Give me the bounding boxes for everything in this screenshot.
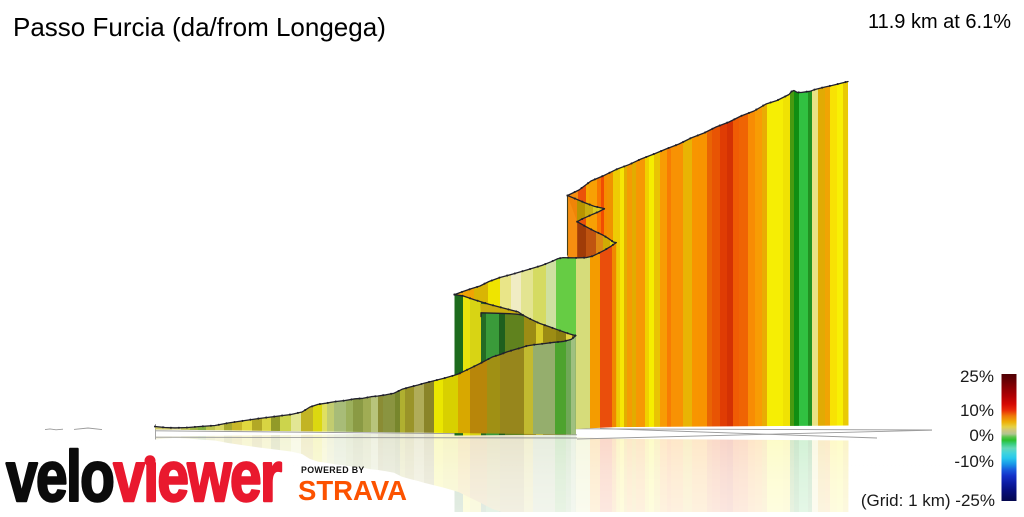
svg-text:10%: 10% <box>960 401 994 420</box>
svg-text:STRAVA: STRAVA <box>298 475 407 506</box>
svg-text:11.9 km at 6.1%: 11.9 km at 6.1% <box>868 11 1011 33</box>
svg-text:POWERED BY: POWERED BY <box>301 465 365 475</box>
svg-text:0%: 0% <box>969 426 994 445</box>
svg-text:velovıewer: velovıewer <box>6 437 282 512</box>
svg-text:Passo Furcia (da/from Longega): Passo Furcia (da/from Longega) <box>13 12 386 42</box>
svg-text:(Grid: 1 km) -25%: (Grid: 1 km) -25% <box>861 491 995 510</box>
svg-text:25%: 25% <box>960 367 994 386</box>
svg-text:-10%: -10% <box>954 452 994 471</box>
